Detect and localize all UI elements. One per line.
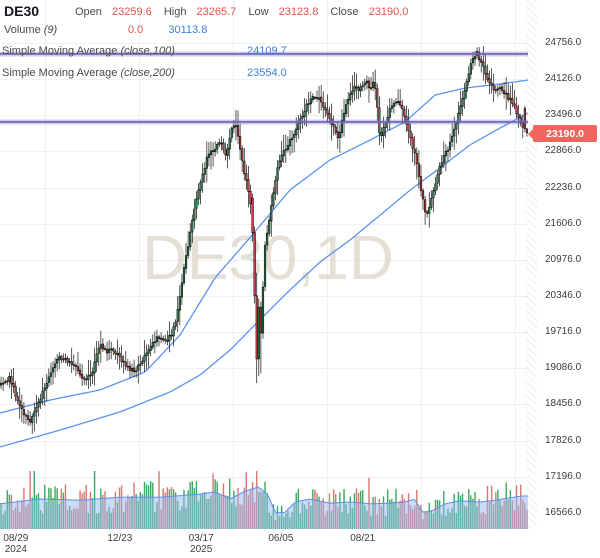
sma100-label: Simple Moving Average: [2, 45, 118, 57]
volume-label: Volume: [4, 24, 41, 36]
close-value: 23190.0: [368, 6, 409, 18]
price-tick-label: 17196.0: [545, 470, 582, 482]
open-label: Open: [75, 6, 102, 18]
price-tick-label: 18456.0: [545, 398, 582, 410]
time-tick-label: 08/21: [350, 533, 376, 544]
sma100-params: (close,100): [120, 45, 175, 57]
price-tick-label: 24126.0: [545, 73, 582, 85]
price-tick-label: 21606.0: [545, 217, 582, 229]
volume-period: (9): [43, 24, 58, 36]
sma200-value: 23554.0: [247, 67, 287, 79]
high-label: High: [163, 6, 187, 18]
volume-ma-value: 30113.8: [168, 24, 208, 36]
price-tick-label: 22236.0: [545, 181, 582, 193]
price-tick-label: 23496.0: [545, 109, 582, 121]
time-tick-label: 06/05: [268, 533, 294, 544]
last-price-badge: 23190.0: [528, 125, 597, 142]
last-price-badge-value: 23190.0: [546, 127, 584, 140]
open-value: 23259.6: [111, 6, 152, 18]
price-tick-label: 20976.0: [545, 253, 582, 265]
sma100-value: 24109.7: [247, 45, 287, 57]
price-tick-label: 16566.0: [545, 506, 582, 518]
low-value: 23123.8: [278, 6, 319, 18]
low-label: Low: [248, 6, 269, 18]
close-label: Close: [330, 6, 359, 18]
time-tick-label: 03/17 2025: [188, 533, 214, 555]
time-tick-label: 12/23: [107, 533, 133, 544]
future-margin-hatch: [526, 0, 537, 530]
price-tick-label: 22866.0: [545, 145, 582, 157]
high-value: 23265.7: [196, 6, 237, 18]
time-tick-label: 08/29 2024: [3, 533, 29, 555]
volume-current-value: 0.0: [128, 24, 144, 36]
price-tick-label: 17826.0: [545, 434, 582, 446]
price-tick-label: 24756.0: [545, 36, 582, 48]
sma200-params: (close,200): [120, 67, 175, 79]
price-tick-label: 19086.0: [545, 362, 582, 374]
price-tick-label: 20346.0: [545, 289, 582, 301]
sma200-label: Simple Moving Average: [2, 67, 118, 79]
symbol-title: DE30: [4, 3, 40, 19]
price-tick-label: 19716.0: [545, 326, 582, 338]
